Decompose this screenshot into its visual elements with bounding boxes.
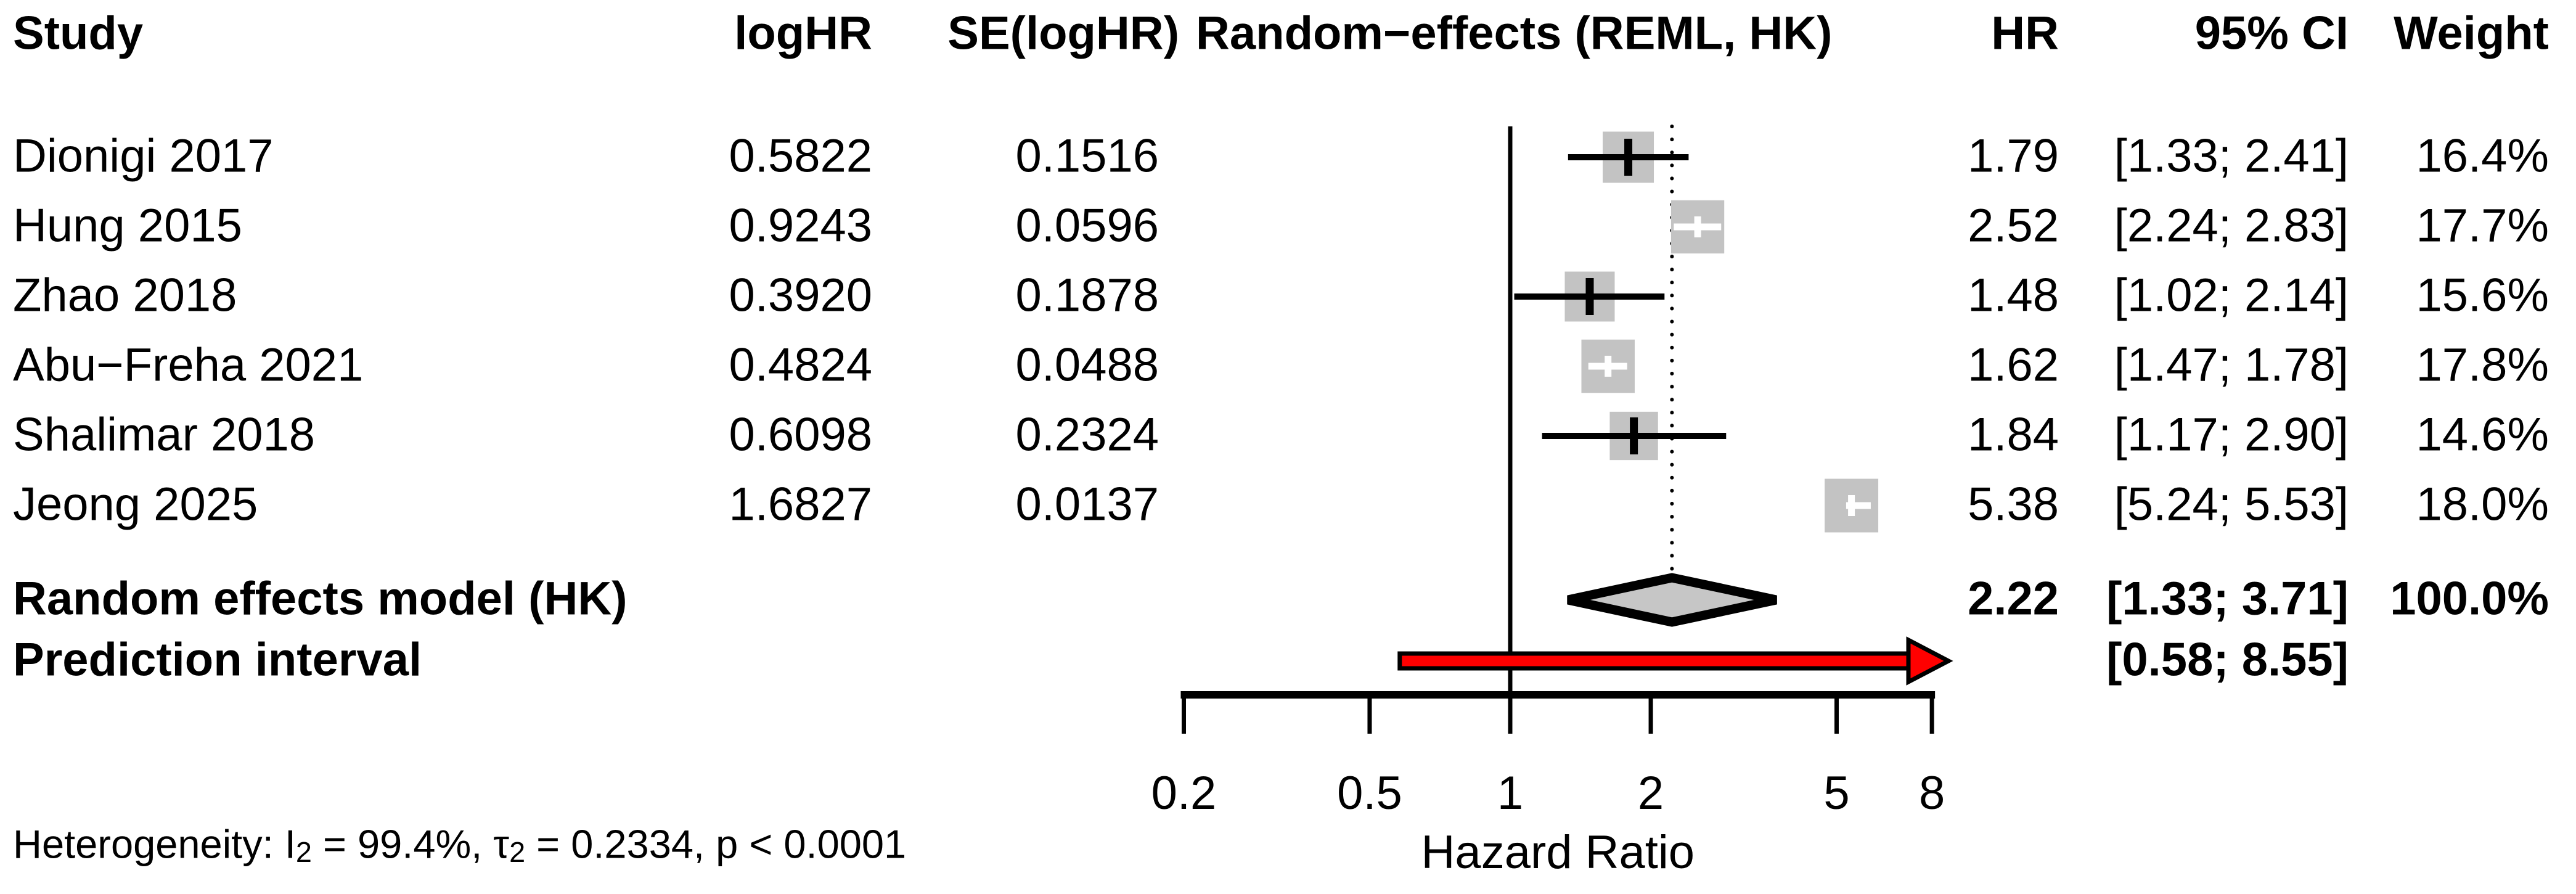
study-loghr: 1.6827	[729, 478, 872, 531]
summary-hr: 2.22	[1968, 572, 2059, 625]
estimate-cross-vbar	[1848, 495, 1855, 516]
study-se: 0.1516	[1015, 129, 1159, 182]
study-name: Shalimar 2018	[13, 408, 316, 461]
study-name: Abu−Freha 2021	[13, 338, 364, 392]
study-ci: [1.02; 2.14]	[2114, 269, 2349, 322]
summary-label: Random effects model (HK)	[13, 572, 628, 625]
x-axis-title: Hazard Ratio	[1421, 826, 1695, 879]
study-ci: [2.24; 2.83]	[2114, 199, 2349, 252]
prediction-interval-bar	[1397, 651, 1911, 671]
tau-squared-sub: 2	[509, 836, 526, 869]
study-loghr: 0.3920	[729, 269, 872, 322]
study-name: Hung 2015	[13, 199, 242, 252]
x-tick-label: 0.2	[1151, 767, 1217, 819]
heterogeneity-stats: Heterogeneity: I2 = 99.4%, τ2 = 0.2334, …	[13, 821, 906, 869]
study-name: Jeong 2025	[13, 478, 258, 531]
study-hr: 1.79	[1968, 129, 2059, 182]
study-loghr: 0.6098	[729, 408, 872, 461]
study-hr: 1.62	[1968, 338, 2059, 392]
study-ci: [5.24; 5.53]	[2114, 478, 2349, 531]
estimate-cross-vbar	[1605, 356, 1612, 377]
study-weight: 17.8%	[2416, 338, 2549, 392]
header-hr: HR	[1991, 7, 2059, 60]
x-tick-label: 8	[1919, 767, 1945, 819]
study-ci: [1.17; 2.90]	[2114, 408, 2349, 461]
prediction-ci: [0.58; 8.55]	[2106, 633, 2349, 686]
study-hr: 5.38	[1968, 478, 2059, 531]
i-squared-sub: 2	[295, 836, 312, 869]
study-se: 0.1878	[1015, 269, 1159, 322]
x-tick-label: 0.5	[1337, 767, 1402, 819]
header-se-loghr: SE(logHR)	[947, 7, 1179, 60]
study-weight: 17.7%	[2416, 199, 2549, 252]
study-loghr: 0.9243	[729, 199, 872, 252]
study-weight: 15.6%	[2416, 269, 2549, 322]
study-ci: [1.33; 2.41]	[2114, 129, 2349, 182]
study-se: 0.0137	[1015, 478, 1159, 531]
header-weight: Weight	[2394, 7, 2549, 60]
estimate-cross-hbar	[1846, 502, 1871, 509]
heterogeneity-text-part2: = 99.4%, τ	[311, 821, 510, 867]
prediction-label: Prediction interval	[13, 633, 422, 686]
study-weight: 16.4%	[2416, 129, 2549, 182]
prediction-interval-arrowhead	[1906, 636, 1953, 686]
estimate-tick	[1585, 278, 1594, 315]
pooled-diamond	[1567, 573, 1777, 627]
estimate-tick	[1624, 139, 1633, 176]
study-name: Dionigi 2017	[13, 129, 274, 182]
study-se: 0.0488	[1015, 338, 1159, 392]
header-95ci: 95% CI	[2194, 7, 2349, 60]
study-se: 0.2324	[1015, 408, 1159, 461]
study-se: 0.0596	[1015, 199, 1159, 252]
study-weight: 14.6%	[2416, 408, 2549, 461]
study-name: Zhao 2018	[13, 269, 237, 322]
estimate-tick	[1630, 417, 1638, 454]
estimate-cross-vbar	[1694, 216, 1701, 237]
study-weight: 18.0%	[2416, 478, 2549, 531]
heterogeneity-text-part1: Heterogeneity: I	[13, 821, 296, 867]
header-loghr: logHR	[734, 7, 872, 60]
heterogeneity-text-part3: = 0.2334, p < 0.0001	[525, 821, 907, 867]
study-loghr: 0.5822	[729, 129, 872, 182]
header-study: Study	[13, 7, 144, 60]
study-hr: 2.52	[1968, 199, 2059, 252]
study-loghr: 0.4824	[729, 338, 872, 392]
study-hr: 1.84	[1968, 408, 2059, 461]
x-tick-label: 1	[1497, 767, 1523, 819]
summary-weight: 100.0%	[2390, 572, 2549, 625]
study-ci: [1.47; 1.78]	[2114, 338, 2349, 392]
study-hr: 1.48	[1968, 269, 2059, 322]
x-tick-label: 5	[1823, 767, 1849, 819]
summary-ci: [1.33; 3.71]	[2106, 572, 2349, 625]
x-tick-label: 2	[1638, 767, 1664, 819]
header-model: Random−effects (REML, HK)	[1196, 7, 1833, 60]
